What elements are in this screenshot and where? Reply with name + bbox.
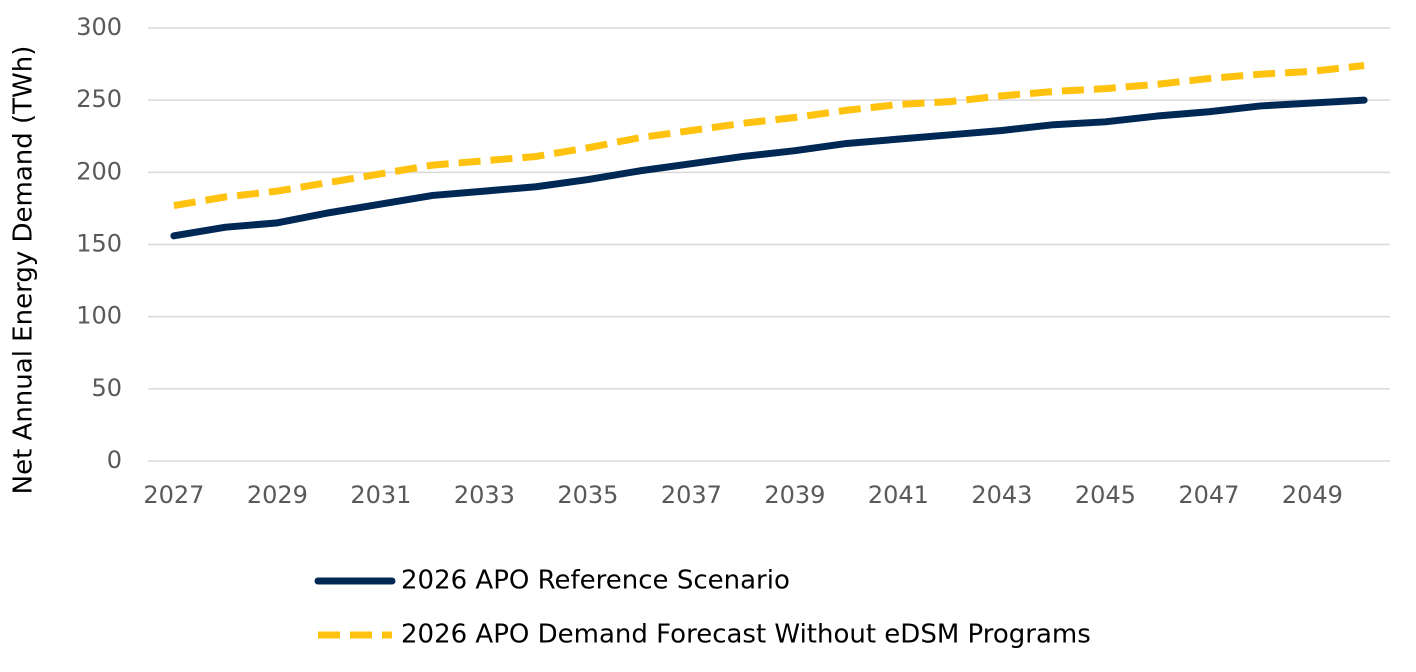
x-tick-label: 2039 bbox=[764, 481, 825, 509]
line-series bbox=[170, 96, 1368, 240]
y-tick-label: 0 bbox=[107, 446, 122, 474]
y-tick-label: 50 bbox=[91, 374, 122, 402]
y-tick-label: 250 bbox=[76, 85, 122, 113]
y-tick-label: 200 bbox=[76, 157, 122, 185]
x-tick-label: 2041 bbox=[868, 481, 929, 509]
x-tick-label: 2035 bbox=[557, 481, 618, 509]
x-tick-label: 2031 bbox=[350, 481, 411, 509]
y-tick-label: 150 bbox=[76, 230, 122, 258]
x-tick-label: 2029 bbox=[247, 481, 308, 509]
x-tick-label: 2027 bbox=[143, 481, 204, 509]
y-tick-label: 100 bbox=[76, 302, 122, 330]
x-tick-label: 2049 bbox=[1282, 481, 1343, 509]
legend-label: 2026 APO Demand Forecast Without eDSM Pr… bbox=[401, 620, 1091, 650]
x-tick-label: 2037 bbox=[661, 481, 722, 509]
y-tick-label: 300 bbox=[76, 13, 122, 41]
y-axis-title: Net Annual Energy Demand (TWh) bbox=[9, 46, 39, 495]
x-tick-label: 2047 bbox=[1178, 481, 1239, 509]
x-tick-label: 2043 bbox=[971, 481, 1032, 509]
x-tick-label: 2033 bbox=[454, 481, 515, 509]
line-series bbox=[173, 62, 1365, 209]
x-tick-label: 2045 bbox=[1075, 481, 1136, 509]
legend-label: 2026 APO Reference Scenario bbox=[401, 566, 790, 596]
